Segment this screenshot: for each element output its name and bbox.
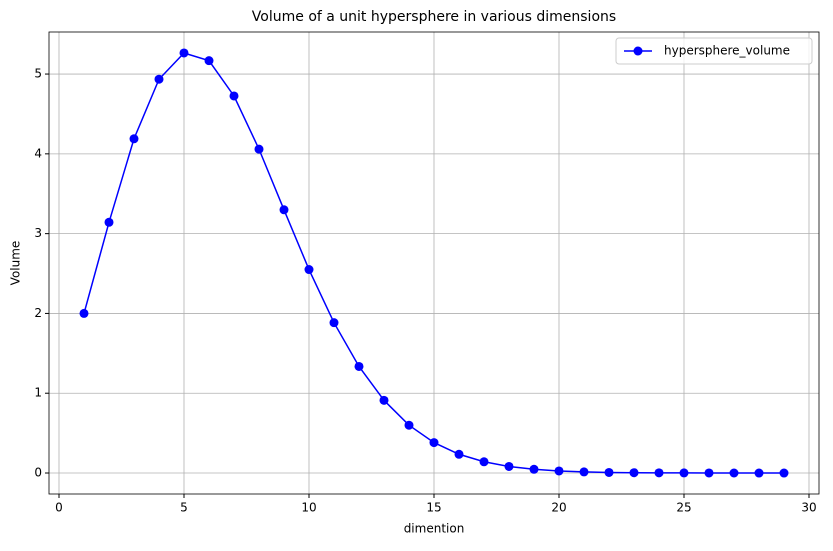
- point: [704, 468, 714, 478]
- point: [229, 91, 239, 101]
- chart-title: Volume of a unit hypersphere in various …: [252, 9, 616, 25]
- point: [604, 467, 614, 477]
- legend-marker: [633, 46, 643, 56]
- y-tick-label: 4: [34, 146, 42, 160]
- point: [454, 449, 464, 459]
- point: [504, 461, 514, 471]
- point: [429, 438, 439, 448]
- point: [679, 468, 689, 478]
- x-tick-label: 25: [676, 501, 691, 515]
- point: [254, 144, 264, 154]
- x-axis-label: dimention: [404, 522, 465, 536]
- y-tick-label: 3: [34, 226, 42, 240]
- legend-label: hypersphere_volume: [664, 44, 790, 58]
- point: [204, 56, 214, 66]
- point: [104, 217, 114, 227]
- point: [479, 457, 489, 467]
- x-tick-label: 20: [551, 501, 566, 515]
- point: [354, 361, 364, 371]
- point: [129, 134, 139, 144]
- y-tick-label: 1: [34, 386, 42, 400]
- point: [329, 318, 339, 328]
- x-tick-label: 10: [301, 501, 316, 515]
- point: [629, 468, 639, 478]
- legend-box: [615, 37, 813, 65]
- point: [279, 205, 289, 215]
- point: [579, 467, 589, 477]
- point: [404, 420, 414, 430]
- x-tick-label: 15: [426, 501, 441, 515]
- x-tick-label: 5: [180, 501, 188, 515]
- point: [754, 468, 764, 478]
- plot-frame: [48, 31, 820, 495]
- point: [529, 464, 539, 474]
- point: [554, 466, 564, 476]
- point: [79, 308, 89, 318]
- point: [779, 468, 789, 478]
- point: [304, 265, 314, 275]
- x-tick-label: 0: [55, 501, 63, 515]
- point: [154, 74, 164, 84]
- point: [729, 468, 739, 478]
- y-tick-label: 5: [34, 67, 42, 81]
- x-tick-label: 30: [801, 501, 816, 515]
- y-tick-label: 2: [34, 306, 42, 320]
- point: [179, 48, 189, 58]
- point: [379, 395, 389, 405]
- y-axis-label: Volume: [9, 241, 23, 286]
- y-tick-label: 0: [34, 466, 42, 480]
- point: [654, 468, 664, 478]
